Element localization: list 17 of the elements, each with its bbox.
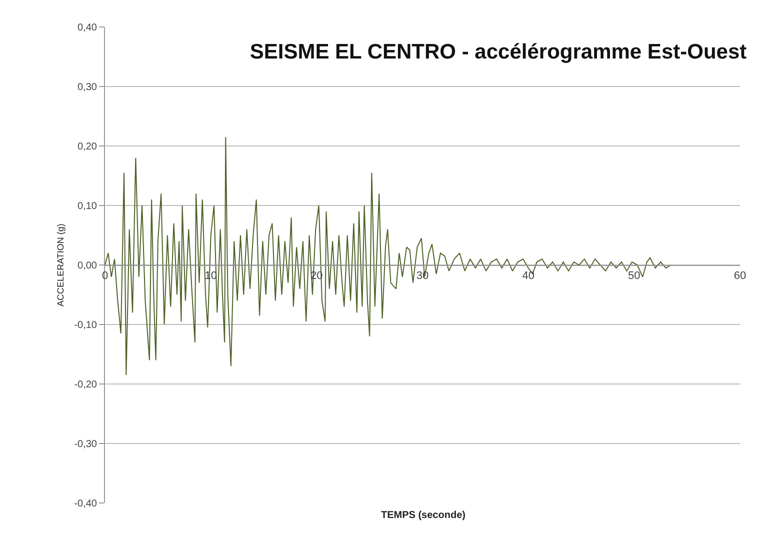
text: SEISME EL CENTRO - accélérogramme Est-Ouest [250,40,747,64]
y-tick-label: 0,10 [78,201,98,212]
y-tick-label: -0,30 [74,439,98,450]
x-tick-label: 40 [522,270,534,282]
y-tick-label: -0,20 [74,380,98,390]
y-tick-label: -0,10 [74,320,98,331]
x-tick-label: 30 [416,270,429,282]
y-tick-label: 0,40 [78,22,98,34]
x-tick-label: 60 [734,270,746,282]
y-tick-label: 0,20 [78,142,98,152]
y-axis-title: ACCELERATION (g) [56,224,66,306]
y-tick-label: 0,00 [78,260,98,272]
x-tick-label: 0 [102,270,108,282]
y-tick-label: 0,30 [78,82,98,93]
y-tick-label: -0,40 [74,498,98,510]
x-tick-label: 50 [628,270,640,282]
x-axis-title: TEMPS (seconde) [381,510,466,521]
